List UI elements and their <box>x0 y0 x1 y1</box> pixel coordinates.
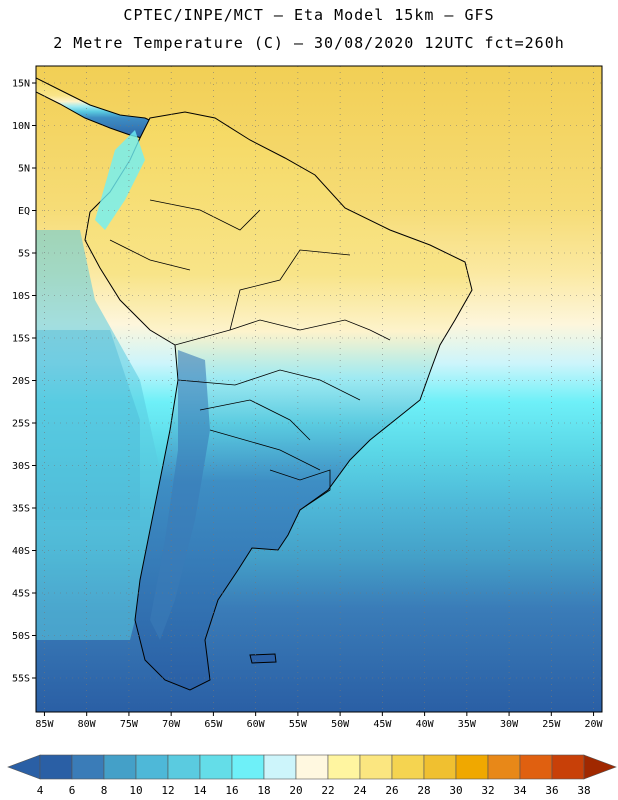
longitude-axis: 85W 80W 75W 70W 65W 60W 55W 50W 45W 40W 35W 30W 25W 2… <box>35 712 604 730</box>
lat-tick-label: 35S <box>12 504 30 515</box>
colorbar-swatch <box>359 754 393 780</box>
colorbar-swatch <box>199 754 233 780</box>
colorbar-swatch <box>135 754 169 780</box>
colorbar-swatch <box>103 754 137 780</box>
colorbar-label: 18 <box>257 784 270 797</box>
colorbar-label: 30 <box>449 784 462 797</box>
lon-tick-label: 65W <box>204 719 223 730</box>
lon-tick-label: 70W <box>162 719 181 730</box>
lon-tick-label: 35W <box>458 719 477 730</box>
lon-tick-label: 60W <box>247 719 266 730</box>
colorbar-swatch <box>263 754 297 780</box>
lon-tick-label: 55W <box>289 719 308 730</box>
colorbar-high-arrow <box>583 754 617 780</box>
colorbar-label: 20 <box>289 784 302 797</box>
colorbar-swatch <box>167 754 201 780</box>
colorbar-label: 38 <box>577 784 590 797</box>
colorbar-label: 14 <box>193 784 207 797</box>
lat-tick-label: EQ <box>18 206 30 217</box>
lat-tick-label: 10S <box>12 291 30 302</box>
colorbar-label: 12 <box>161 784 174 797</box>
lon-tick-label: 75W <box>120 719 139 730</box>
lat-tick-label: 10N <box>12 121 30 132</box>
lat-tick-label: 15N <box>12 79 30 90</box>
lon-tick-label: 85W <box>35 719 54 730</box>
lat-tick-label: 40S <box>12 546 30 557</box>
colorbar-swatch <box>487 754 521 780</box>
colorbar-swatch <box>391 754 425 780</box>
lat-tick-label: 5S <box>18 249 30 260</box>
colorbar-swatch <box>295 754 329 780</box>
lat-tick-label: 5N <box>18 164 30 175</box>
lat-tick-label: 20S <box>12 376 30 387</box>
colorbar-label: 32 <box>481 784 494 797</box>
lat-tick-label: 15S <box>12 334 30 345</box>
colorbar-label: 4 <box>37 784 44 797</box>
lat-tick-label: 55S <box>12 674 30 685</box>
lon-tick-label: 40W <box>416 719 435 730</box>
lon-tick-label: 80W <box>78 719 97 730</box>
colorbar-label: 36 <box>545 784 558 797</box>
map-title: CPTEC/INPE/MCT – Eta Model 15km – GFS <box>123 6 495 24</box>
colorbar-label: 24 <box>353 784 367 797</box>
lon-tick-label: 20W <box>585 719 604 730</box>
colorbar-swatch <box>71 754 105 780</box>
lat-tick-label: 50S <box>12 631 30 642</box>
colorbar-label: 16 <box>225 784 238 797</box>
colorbar-swatch <box>39 754 73 780</box>
map-frame <box>35 65 603 713</box>
lon-tick-label: 25W <box>542 719 561 730</box>
lat-tick-label: 25S <box>12 419 30 430</box>
lon-tick-label: 45W <box>373 719 392 730</box>
colorbar: 4 6 8 10 12 14 16 18 20 22 24 26 28 30 32 34 36 38 <box>7 754 617 797</box>
lat-tick-label: 30S <box>12 461 30 472</box>
colorbar-low-arrow <box>7 754 41 780</box>
colorbar-swatch <box>423 754 457 780</box>
lon-tick-label: 30W <box>500 719 519 730</box>
colorbar-label: 22 <box>321 784 334 797</box>
colorbar-swatch <box>231 754 265 780</box>
colorbar-label: 8 <box>101 784 108 797</box>
lon-tick-label: 50W <box>331 719 350 730</box>
colorbar-swatch <box>327 754 361 780</box>
temperature-field <box>36 66 602 712</box>
latitude-axis: 15N 10N 5N EQ 5S 10S 15S 20S 25S 30S 35S 40S 45S 50S 5… <box>12 79 36 685</box>
colorbar-swatch <box>551 754 585 780</box>
colorbar-swatch <box>455 754 489 780</box>
colorbar-label: 34 <box>513 784 527 797</box>
colorbar-label: 28 <box>417 784 430 797</box>
lat-tick-label: 45S <box>12 589 30 600</box>
colorbar-label: 10 <box>129 784 142 797</box>
colorbar-swatch <box>519 754 553 780</box>
colorbar-label: 6 <box>69 784 76 797</box>
colorbar-label: 26 <box>385 784 398 797</box>
map-subtitle: 2 Metre Temperature (C) – 30/08/2020 12U… <box>53 34 565 52</box>
